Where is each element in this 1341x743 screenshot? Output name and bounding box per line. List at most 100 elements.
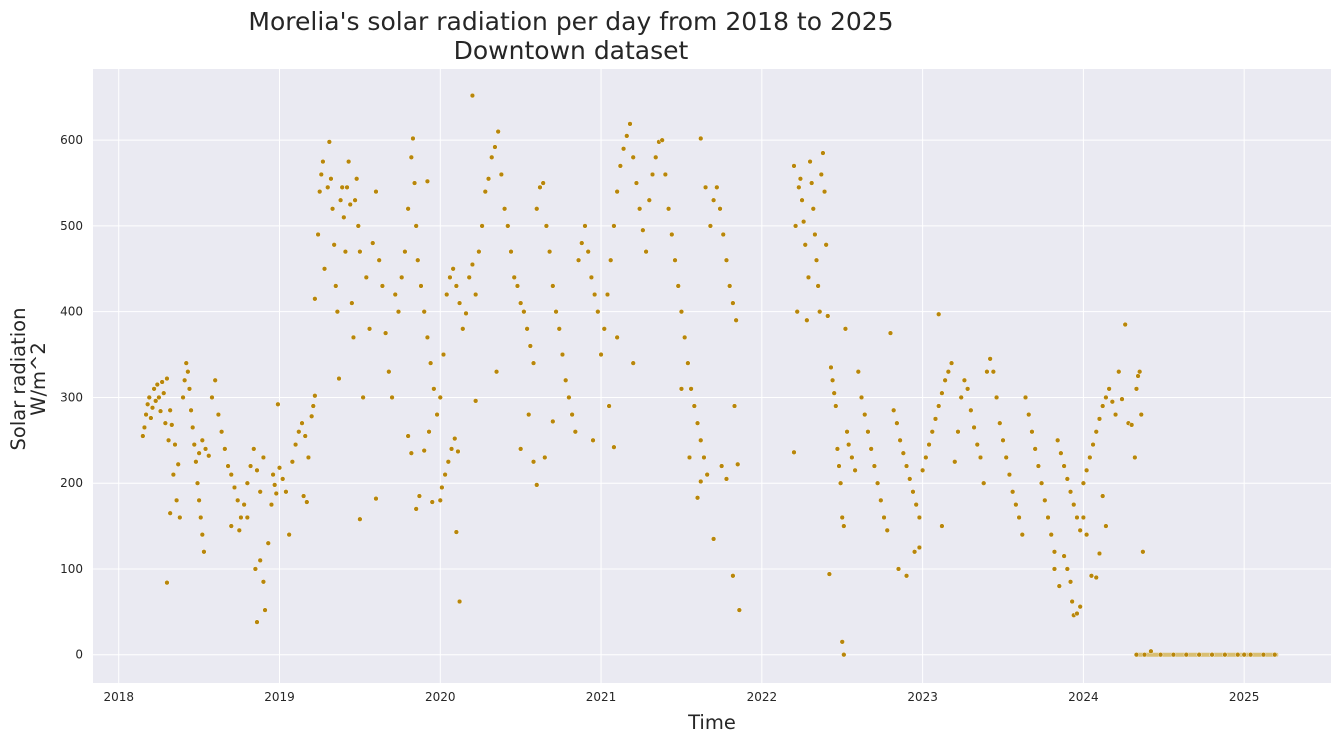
data-point [376, 257, 382, 263]
data-point [161, 390, 167, 396]
data-point [916, 514, 923, 521]
data-point [691, 403, 697, 409]
x-tick-label: 2024 [1068, 690, 1099, 704]
data-point [411, 180, 418, 186]
data-point [1090, 441, 1096, 448]
data-point [254, 467, 260, 473]
data-point [636, 206, 643, 212]
data-point [968, 407, 974, 413]
data-point [426, 429, 432, 435]
data-point [1026, 411, 1032, 418]
data-point [329, 206, 336, 212]
data-point [627, 121, 633, 127]
data-point [821, 188, 828, 195]
data-point [630, 154, 636, 160]
data-point [977, 454, 984, 461]
data-point [482, 188, 488, 195]
data-point [805, 274, 812, 281]
data-point [415, 257, 421, 263]
data-point [317, 188, 323, 195]
data-point [218, 429, 225, 435]
data-point [276, 465, 283, 471]
data-point [153, 398, 159, 404]
data-point [141, 424, 148, 431]
data-point [382, 330, 389, 336]
data-point [606, 403, 612, 409]
data-point [831, 390, 837, 396]
data-point [339, 184, 345, 190]
data-point [849, 454, 855, 461]
data-point [373, 495, 379, 502]
y-axis-label-line1: Solar radiation [7, 308, 30, 451]
data-point [463, 310, 469, 317]
data-point [841, 652, 847, 658]
data-point [815, 283, 821, 289]
data-point [1069, 598, 1075, 605]
data-point [460, 326, 466, 332]
data-point [275, 401, 281, 407]
y-tick-label: 300 [60, 390, 83, 404]
data-point [1000, 437, 1006, 443]
y-tick-label: 600 [60, 133, 83, 147]
data-point [542, 454, 548, 461]
data-point [146, 394, 152, 401]
data-point [336, 375, 342, 382]
data-point [149, 405, 156, 411]
data-point [413, 506, 419, 512]
data-point [505, 223, 511, 229]
y-tick-label: 500 [60, 219, 83, 233]
data-point [354, 176, 360, 182]
data-point [971, 424, 977, 431]
data-point [167, 510, 173, 516]
data-point [1051, 566, 1058, 572]
data-point [1122, 321, 1128, 328]
data-point [665, 206, 672, 212]
data-point [611, 223, 617, 229]
data-point [260, 454, 267, 461]
data-point [727, 283, 733, 289]
data-point [974, 441, 980, 448]
data-point [280, 476, 286, 482]
data-point [257, 489, 263, 495]
data-point [1093, 429, 1099, 435]
data-point [198, 514, 204, 521]
data-point [913, 501, 919, 508]
data-point [447, 274, 453, 281]
data-point [871, 463, 878, 469]
data-point [345, 158, 352, 165]
data-point [201, 549, 207, 555]
data-point [489, 154, 495, 160]
data-point [723, 257, 730, 263]
data-point [1056, 583, 1062, 589]
data-point [202, 446, 209, 452]
data-point [1077, 604, 1083, 610]
data-point [796, 184, 802, 190]
data-point [884, 527, 890, 534]
data-point [809, 180, 815, 186]
data-point [672, 257, 678, 263]
data-point [530, 360, 537, 366]
x-tick-label: 2021 [586, 690, 617, 704]
data-point [620, 146, 627, 152]
data-point [309, 413, 315, 419]
data-point [841, 523, 847, 529]
data-point [825, 313, 831, 319]
data-point [865, 429, 871, 435]
data-point [572, 429, 578, 435]
data-point [321, 266, 328, 272]
data-point [1006, 471, 1013, 478]
data-point [424, 334, 431, 341]
plot-background [93, 69, 1331, 683]
data-point [326, 139, 332, 145]
data-point [366, 326, 373, 332]
data-point [1083, 531, 1090, 538]
y-tick-label: 100 [60, 562, 83, 576]
data-point [154, 381, 160, 388]
data-point [794, 309, 800, 315]
data-point [257, 557, 263, 564]
data-point [633, 180, 640, 186]
data-point [373, 188, 379, 195]
data-point [413, 223, 419, 229]
data-point [162, 420, 169, 426]
data-point [678, 309, 685, 315]
